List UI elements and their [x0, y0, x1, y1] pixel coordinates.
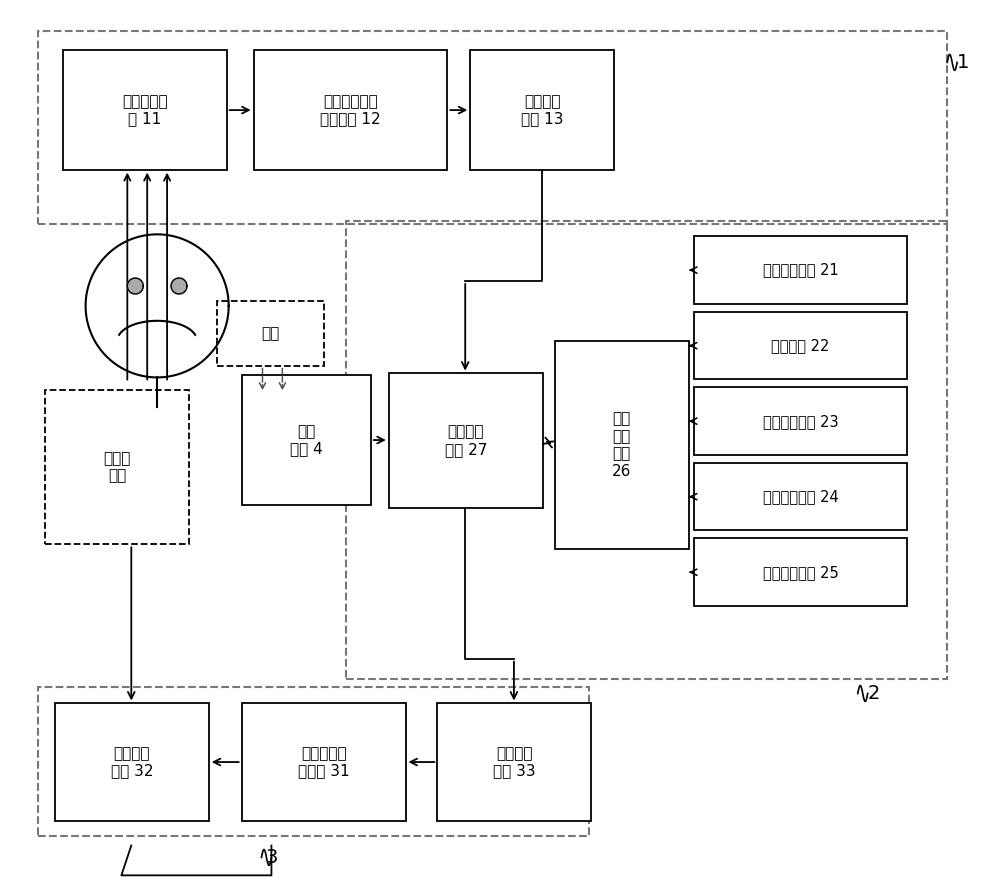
Text: 电机控制
单元 32: 电机控制 单元 32	[111, 745, 153, 779]
Text: 第一通信
单元 13: 第一通信 单元 13	[521, 94, 563, 126]
Text: 感知分类单元 24: 感知分类单元 24	[763, 489, 838, 504]
Text: 低通滤波单元 21: 低通滤波单元 21	[763, 263, 838, 278]
Bar	[254, 50, 447, 169]
Bar	[63, 50, 227, 169]
Bar	[242, 703, 406, 821]
Text: 玩具车
电机: 玩具车 电机	[103, 452, 131, 484]
Bar	[470, 50, 614, 169]
Bar	[389, 374, 543, 508]
Text: 分解单元 22: 分解单元 22	[771, 338, 830, 353]
Bar	[217, 301, 324, 366]
Text: 控制信号调
制单元 31: 控制信号调 制单元 31	[298, 745, 349, 779]
Bar	[694, 463, 907, 530]
Bar	[694, 538, 907, 606]
Bar	[38, 30, 947, 224]
Bar	[38, 686, 589, 836]
Bar	[242, 375, 371, 504]
Bar	[437, 703, 591, 821]
Text: 数据
处理
单元
26: 数据 处理 单元 26	[612, 411, 631, 478]
Bar	[555, 340, 689, 549]
Bar	[694, 237, 907, 304]
Text: 2: 2	[868, 684, 880, 703]
Text: 控制信号单元 25: 控制信号单元 25	[763, 564, 838, 580]
Text: 1: 1	[957, 53, 970, 72]
Bar	[346, 221, 947, 678]
Bar	[694, 387, 907, 455]
Polygon shape	[127, 278, 143, 294]
Text: 电波信号放大
滤波单元 12: 电波信号放大 滤波单元 12	[320, 94, 381, 126]
Text: 特征提取单元 23: 特征提取单元 23	[763, 414, 838, 428]
Polygon shape	[171, 278, 187, 294]
Bar	[694, 312, 907, 379]
Text: 电波采集单
元 11: 电波采集单 元 11	[122, 94, 168, 126]
Bar	[55, 703, 209, 821]
Text: 摄像
单元 4: 摄像 单元 4	[290, 424, 323, 456]
Bar	[45, 391, 189, 545]
Text: 3: 3	[265, 848, 278, 867]
Text: 第三通信
单元 33: 第三通信 单元 33	[493, 745, 536, 779]
Text: 第二通信
单元 27: 第二通信 单元 27	[445, 425, 487, 457]
Text: 回馈: 回馈	[261, 326, 280, 340]
